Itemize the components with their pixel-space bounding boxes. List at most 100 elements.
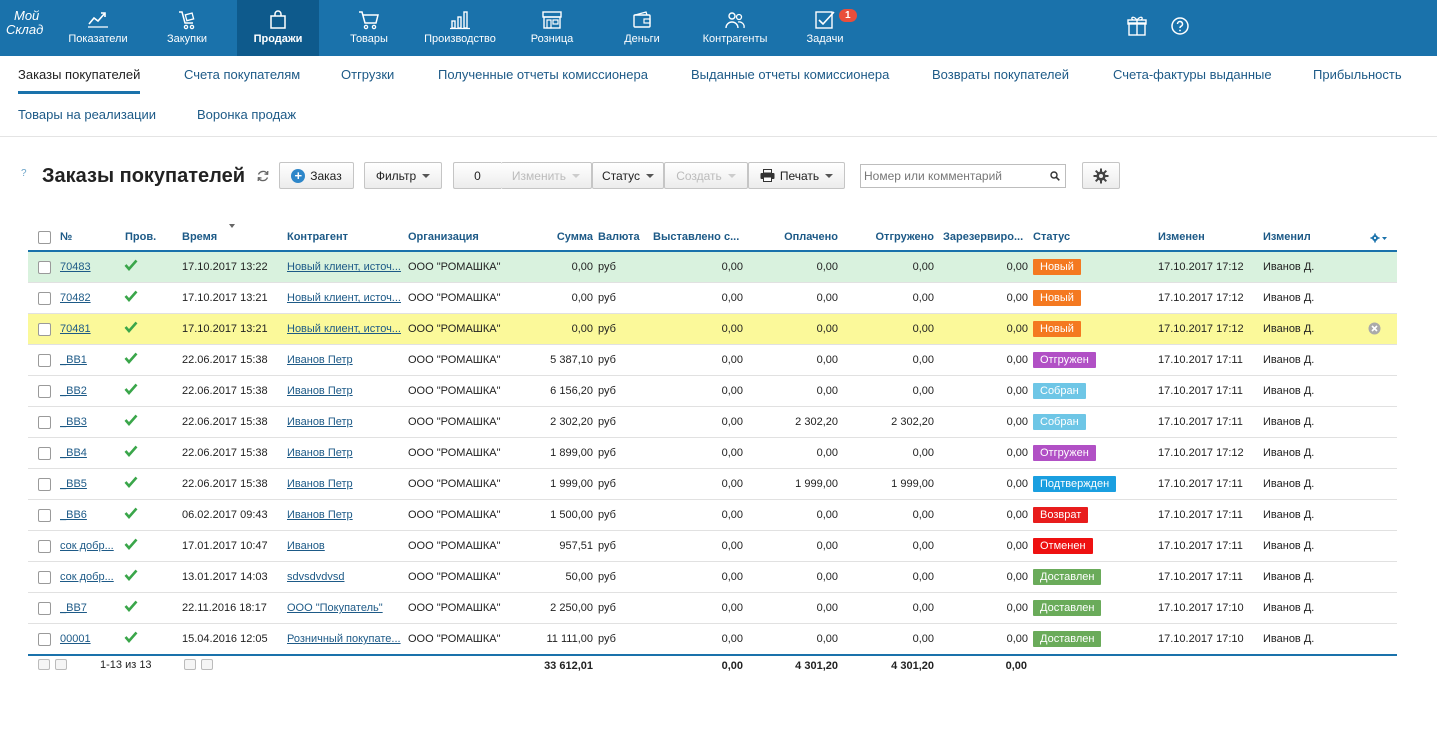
nav-item-retail[interactable]: Розница	[517, 0, 587, 56]
col-currency[interactable]: Валюта	[598, 231, 640, 243]
row-number-link[interactable]: _BB3	[60, 416, 87, 428]
col-time[interactable]: Время	[182, 231, 218, 243]
subnav-shipments[interactable]: Отгрузки	[341, 67, 395, 82]
col-reserved[interactable]: Зарезервиро...	[943, 231, 1024, 243]
col-paid[interactable]: Оплачено	[784, 231, 838, 243]
row-counterparty-link[interactable]: Иванов	[287, 540, 325, 552]
row-counterparty-link[interactable]: ООО "Покупатель"	[287, 602, 383, 614]
row-counterparty-link[interactable]: sdvsdvdvsd	[287, 571, 345, 583]
create-button[interactable]: Создать	[664, 162, 748, 189]
next-page-button[interactable]	[184, 659, 196, 670]
row-checkbox[interactable]	[38, 633, 51, 646]
nav-item-indicators[interactable]: Показатели	[60, 0, 136, 56]
first-page-button[interactable]	[38, 659, 50, 670]
row-checkbox[interactable]	[38, 385, 51, 398]
row-counterparty-link[interactable]: Новый клиент, источ...	[287, 292, 401, 304]
col-number[interactable]: №	[60, 231, 73, 243]
row-checkbox[interactable]	[38, 323, 51, 336]
col-sum[interactable]: Сумма	[556, 231, 593, 243]
subnav-customer-orders[interactable]: Заказы покупателей	[18, 67, 141, 94]
row-number-link[interactable]: 00001	[60, 633, 91, 645]
help-hint-icon[interactable]: ?	[21, 168, 27, 179]
search-icon[interactable]	[1050, 170, 1060, 184]
row-number-link[interactable]: _BB4	[60, 447, 87, 459]
row-checkbox[interactable]	[38, 478, 51, 491]
table-row[interactable]: сок добр... 17.01.2017 10:47 Иванов ООО "РО…	[28, 531, 1397, 562]
row-counterparty-link[interactable]: Иванов Петр	[287, 509, 353, 521]
last-page-button[interactable]	[201, 659, 213, 670]
row-checkbox[interactable]	[38, 292, 51, 305]
row-counterparty-link[interactable]: Новый клиент, источ...	[287, 323, 401, 335]
row-counterparty-link[interactable]: Иванов Петр	[287, 354, 353, 366]
col-shipped[interactable]: Отгружено	[875, 231, 935, 243]
status-badge[interactable]: Возврат	[1033, 507, 1089, 523]
status-badge[interactable]: Доставлен	[1033, 631, 1102, 647]
row-number-link[interactable]: _BB5	[60, 478, 87, 490]
subnav-goods-on-sale[interactable]: Товары на реализации	[18, 107, 157, 122]
row-number-link[interactable]: _BB2	[60, 385, 87, 397]
status-badge[interactable]: Новый	[1033, 321, 1081, 337]
row-number-link[interactable]: 70483	[60, 261, 91, 273]
row-number-link[interactable]: сок добр...	[60, 571, 114, 583]
status-badge[interactable]: Подтвержден	[1033, 476, 1117, 492]
table-row[interactable]: _BB2 22.06.2017 15:38 Иванов Петр ООО "РОМА…	[28, 376, 1397, 407]
row-checkbox[interactable]	[38, 540, 51, 553]
status-badge[interactable]: Новый	[1033, 259, 1081, 275]
nav-item-sales[interactable]: Продажи	[237, 0, 319, 56]
refresh-icon[interactable]	[256, 169, 270, 186]
table-row[interactable]: 00001 15.04.2016 12:05 Розничный покупате.…	[28, 624, 1397, 655]
select-all-checkbox[interactable]	[38, 231, 51, 244]
row-checkbox[interactable]	[38, 447, 51, 460]
add-order-button[interactable]: + Заказ	[279, 162, 354, 189]
status-badge[interactable]: Собран	[1033, 383, 1086, 399]
subnav-customer-invoices[interactable]: Счета покупателям	[184, 67, 301, 82]
nav-item-goods[interactable]: Товары	[335, 0, 403, 56]
subnav-customer-returns[interactable]: Возвраты покупателей	[932, 67, 1069, 82]
col-status[interactable]: Статус	[1033, 231, 1071, 243]
table-row[interactable]: 70483 17.10.2017 13:22 Новый клиент, источ…	[28, 252, 1397, 283]
row-number-link[interactable]: _BB6	[60, 509, 87, 521]
status-badge[interactable]: Отменен	[1033, 538, 1093, 554]
table-row[interactable]: _BB7 22.11.2016 18:17 ООО "Покупатель" ООО …	[28, 593, 1397, 624]
row-checkbox[interactable]	[38, 571, 51, 584]
table-row[interactable]: _BB3 22.06.2017 15:38 Иванов Петр ООО "РОМА…	[28, 407, 1397, 438]
col-organization[interactable]: Организация	[408, 231, 479, 243]
status-badge[interactable]: Отгружен	[1033, 352, 1096, 368]
row-checkbox[interactable]	[38, 354, 51, 367]
logo[interactable]: Мой Склад	[6, 9, 50, 37]
nav-item-counterparties[interactable]: Контрагенты	[694, 0, 776, 56]
help-icon[interactable]	[1170, 15, 1190, 40]
subnav-profitability[interactable]: Прибыльность	[1313, 67, 1402, 82]
close-icon[interactable]	[1368, 322, 1381, 338]
row-number-link[interactable]: сок добр...	[60, 540, 114, 552]
row-counterparty-link[interactable]: Розничный покупате...	[287, 633, 401, 645]
row-checkbox[interactable]	[38, 261, 51, 274]
table-row[interactable]: _BB5 22.06.2017 15:38 Иванов Петр ООО "РОМА…	[28, 469, 1397, 500]
status-button[interactable]: Статус	[592, 162, 664, 189]
nav-item-tasks[interactable]: Задачи	[794, 0, 856, 56]
status-badge[interactable]: Доставлен	[1033, 600, 1102, 616]
row-checkbox[interactable]	[38, 416, 51, 429]
status-badge[interactable]: Новый	[1033, 290, 1081, 306]
col-invoiced[interactable]: Выставлено с...	[653, 231, 740, 243]
status-badge[interactable]: Собран	[1033, 414, 1086, 430]
row-number-link[interactable]: _BB7	[60, 602, 87, 614]
col-checked[interactable]: Пров.	[125, 231, 157, 243]
print-button[interactable]: Печать	[748, 162, 845, 189]
prev-page-button[interactable]	[55, 659, 67, 670]
row-number-link[interactable]: 70481	[60, 323, 91, 335]
status-badge[interactable]: Отгружен	[1033, 445, 1096, 461]
table-row[interactable]: 70481 17.10.2017 13:21 Новый клиент, источ…	[28, 314, 1397, 345]
filter-button[interactable]: Фильтр	[364, 162, 442, 189]
table-row[interactable]: 70482 17.10.2017 13:21 Новый клиент, источ…	[28, 283, 1397, 314]
table-row[interactable]: _BB4 22.06.2017 15:38 Иванов Петр ООО "РОМА…	[28, 438, 1397, 469]
row-counterparty-link[interactable]: Иванов Петр	[287, 447, 353, 459]
column-settings-icon[interactable]	[1370, 232, 1388, 246]
row-counterparty-link[interactable]: Иванов Петр	[287, 478, 353, 490]
gift-icon[interactable]	[1127, 15, 1147, 40]
nav-item-money[interactable]: Деньги	[610, 0, 674, 56]
edit-button[interactable]: Изменить	[501, 162, 592, 189]
row-number-link[interactable]: 70482	[60, 292, 91, 304]
table-row[interactable]: _BB6 06.02.2017 09:43 Иванов Петр ООО "РОМА…	[28, 500, 1397, 531]
subnav-issued-commission-reports[interactable]: Выданные отчеты комиссионера	[691, 67, 890, 82]
